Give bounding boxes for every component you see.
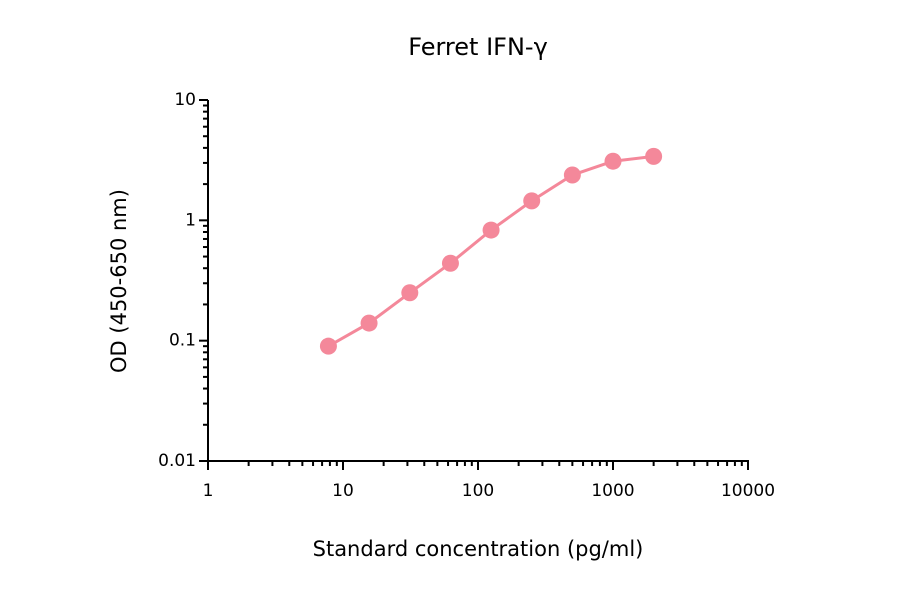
x-tick-label: 10 bbox=[332, 481, 354, 501]
x-tick-label: 1000 bbox=[591, 481, 634, 501]
y-tick-label: 0.01 bbox=[158, 451, 196, 471]
data-point bbox=[604, 152, 622, 170]
data-point bbox=[645, 147, 663, 165]
x-tick-label: 100 bbox=[462, 481, 494, 501]
y-tick-label: 0.1 bbox=[169, 331, 196, 351]
data-point bbox=[401, 284, 419, 302]
y-axis-label: OD (450-650 nm) bbox=[107, 189, 131, 373]
data-point bbox=[482, 221, 500, 239]
data-point bbox=[523, 192, 541, 210]
data-point bbox=[360, 314, 378, 332]
x-axis-label: Standard concentration (pg/ml) bbox=[313, 537, 644, 561]
data-point bbox=[319, 337, 337, 355]
y-tick-label: 1 bbox=[185, 210, 196, 230]
data-point bbox=[563, 166, 581, 184]
chart-title: Ferret IFN-γ bbox=[408, 33, 548, 61]
y-tick-label: 10 bbox=[174, 90, 196, 110]
x-tick-label: 1 bbox=[203, 481, 214, 501]
x-tick-label: 10000 bbox=[721, 481, 775, 501]
data-point bbox=[441, 254, 459, 272]
data-line bbox=[327, 154, 654, 348]
